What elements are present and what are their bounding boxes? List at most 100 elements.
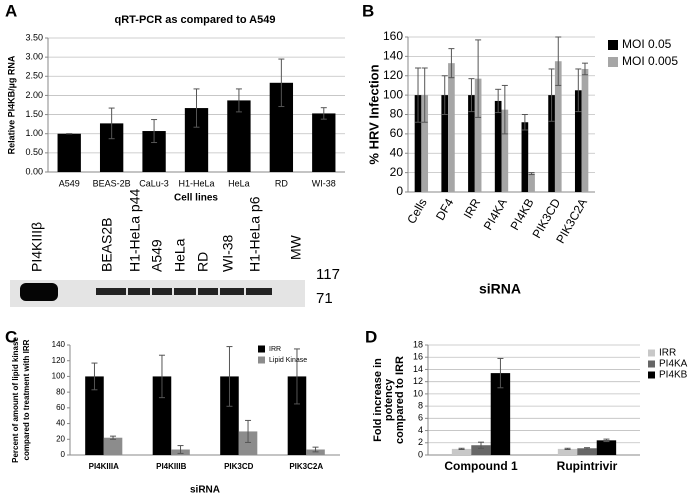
x-tick-label: CaLu-3 xyxy=(139,178,169,188)
y-tick-label: 0 xyxy=(418,449,423,459)
bar xyxy=(528,173,535,192)
x-tick-label: PIK3CD xyxy=(224,462,254,471)
mw-marker: 71 xyxy=(316,290,333,307)
y-tick-label: 100 xyxy=(383,87,403,101)
bar xyxy=(471,445,491,455)
bar xyxy=(574,90,582,192)
blot-band xyxy=(220,288,244,295)
y-tick-label: 80 xyxy=(390,107,404,121)
y-axis-label: Relative PI4KB/µg RNA xyxy=(6,55,16,154)
bar xyxy=(451,448,472,455)
bar xyxy=(184,108,209,172)
bar xyxy=(220,376,239,455)
y-tick-label: 0.00 xyxy=(25,166,43,176)
x-tick-label: PIK3C2A xyxy=(289,462,323,471)
blot-band xyxy=(198,288,218,295)
panel-letter: C xyxy=(5,327,17,346)
blot-band xyxy=(128,288,150,295)
bar xyxy=(494,100,502,192)
x-axis-label: siRNA xyxy=(190,485,220,496)
bar xyxy=(581,68,589,192)
legend-swatch xyxy=(648,349,655,357)
y-tick-label: 120 xyxy=(383,68,403,82)
legend-label: PI4KB xyxy=(659,370,688,381)
legend-label: IRR xyxy=(269,346,281,353)
x-tick-label: A549 xyxy=(59,178,80,188)
bar xyxy=(414,95,422,192)
panel-letter: A xyxy=(5,1,17,20)
bar xyxy=(85,376,104,455)
blot-band xyxy=(96,288,126,295)
mw-marker: 117 xyxy=(316,266,340,283)
bar xyxy=(501,109,509,192)
bar xyxy=(57,133,81,172)
panel-letter: B xyxy=(362,1,374,20)
y-axis-label: Percent of amount of lipid kinase xyxy=(11,337,20,463)
bar xyxy=(152,376,172,455)
y-tick-label: 20 xyxy=(56,434,65,443)
y-tick-label: 2.50 xyxy=(25,71,43,81)
y-tick-label: 140 xyxy=(383,49,403,63)
y-tick-label: 18 xyxy=(413,339,423,349)
bar xyxy=(548,95,555,192)
y-tick-label: 80 xyxy=(56,387,65,396)
x-tick-label: Compound 1 xyxy=(444,459,518,473)
legend-swatch xyxy=(648,360,655,368)
bar xyxy=(557,448,578,455)
lane-label: HeLa xyxy=(172,238,188,272)
x-tick-label: BEAS-2B xyxy=(93,178,131,188)
blot-band xyxy=(152,288,172,295)
x-tick-label: IRR xyxy=(461,196,484,221)
x-tick-label: RD xyxy=(275,178,288,188)
y-axis-label: compared to treatment with IRR xyxy=(22,339,31,460)
y-tick-label: 40 xyxy=(390,145,404,159)
lane-label: PI4KIIIβ xyxy=(29,222,45,272)
x-tick-label: PI4KIIIA xyxy=(89,462,119,471)
y-tick-label: 14 xyxy=(413,364,423,374)
y-axis-label: potency xyxy=(383,378,395,421)
y-tick-label: 2 xyxy=(418,437,423,447)
y-tick-label: 120 xyxy=(52,356,66,365)
panel-letter: D xyxy=(365,327,377,346)
bar xyxy=(474,78,482,192)
chart-title: qRT-PCR as compared to A549 xyxy=(115,14,276,26)
bar xyxy=(448,63,455,192)
legend-swatch xyxy=(258,345,265,353)
bar xyxy=(287,376,307,455)
y-axis-label: % HRV Infection xyxy=(366,64,381,164)
y-tick-label: 0.50 xyxy=(25,147,43,157)
y-tick-label: 1.00 xyxy=(25,128,43,138)
legend-swatch xyxy=(608,57,618,67)
legend-label: PI4KA xyxy=(659,359,688,370)
y-tick-label: 6 xyxy=(418,413,423,423)
y-tick-label: 8 xyxy=(418,400,423,410)
bar xyxy=(312,113,336,172)
lane-label: H1-HeLa p44 xyxy=(127,189,143,272)
bar xyxy=(490,373,511,455)
bar xyxy=(142,131,166,172)
y-tick-label: 100 xyxy=(52,372,66,381)
bar xyxy=(468,95,475,192)
y-tick-label: 4 xyxy=(418,425,423,435)
legend-label: MOI 0.005 xyxy=(622,54,678,68)
y-tick-label: 16 xyxy=(413,352,423,362)
y-tick-label: 140 xyxy=(52,340,66,349)
lane-label: WI-38 xyxy=(220,234,236,272)
y-tick-label: 1.50 xyxy=(25,109,43,119)
x-tick-label: Rupintrivir xyxy=(557,459,618,473)
bar xyxy=(269,82,294,172)
y-tick-label: 10 xyxy=(413,388,423,398)
y-axis-label: compared to IRR xyxy=(394,356,406,444)
y-tick-label: 0 xyxy=(61,450,66,459)
bar xyxy=(238,431,258,455)
y-tick-label: 160 xyxy=(383,29,403,43)
legend-swatch xyxy=(648,371,655,379)
y-tick-label: 12 xyxy=(413,376,423,386)
blot-band xyxy=(20,283,58,301)
x-tick-label: Cells xyxy=(404,196,429,226)
bar xyxy=(103,437,123,455)
x-axis-label: siRNA xyxy=(479,281,521,297)
x-tick-label: PI4KA xyxy=(481,196,510,232)
y-tick-label: 0 xyxy=(396,184,403,198)
bar xyxy=(596,440,617,455)
